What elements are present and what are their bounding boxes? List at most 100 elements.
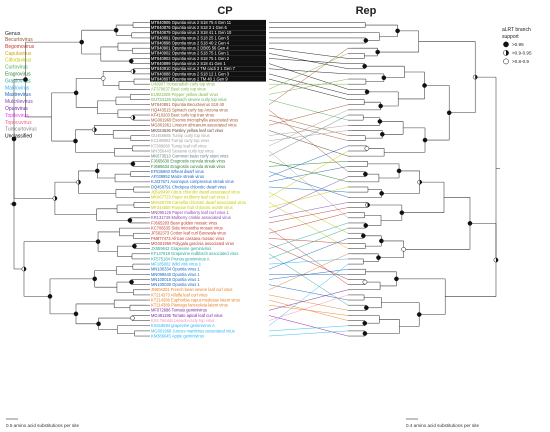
support-marker [467, 221, 473, 226]
taxon-label: GU456685 Turnip curly top virus [151, 133, 210, 138]
support-marker [493, 257, 499, 263]
taxon-label: JN604201 French bean severe leaf curl vi… [151, 287, 232, 292]
genus-legend-item: Turncurtovirus [5, 127, 37, 133]
genus-legend-item: Opunvirus [5, 106, 28, 112]
taxon-label: MG001959 Polygala garcinia associated vi… [151, 241, 234, 246]
taxon-label: KT214389 Plantago lanceolata latent viru… [151, 303, 228, 308]
connector-line [268, 289, 349, 311]
support-marker [422, 137, 428, 143]
taxon-label: KF410203 Beet curly top Iran virus [151, 112, 214, 117]
genus-legend-item: Citlodavirus [5, 58, 32, 64]
support-legend-label: >0.9-0.95 [512, 51, 532, 56]
support-marker [364, 89, 370, 95]
taxon-label: MG001960 Exomis microphylla associated v… [151, 118, 238, 123]
support-markers [11, 27, 499, 336]
taxon-label: KT214373 Alfalfa leaf curl virus [151, 292, 207, 297]
support-marker [363, 223, 369, 228]
support-marker [129, 279, 134, 285]
support-legend: aLRT branch support >0.95 >0.9-0.95 >0.8-0… [502, 27, 532, 65]
connector-line [268, 114, 349, 157]
support-marker [416, 312, 422, 317]
taxon-label: FJ665283 Bean golden mosaic virus [151, 220, 217, 225]
taxon-label: FJ665634 Eragrostis curvula streak virus [151, 164, 225, 169]
taxon-label: MH525729 Camellia chlorotic dwarf associ… [151, 200, 246, 205]
support-legend-label: >0.95 [512, 42, 524, 47]
connector-line [268, 294, 349, 321]
taxon-label: MT840899 Opuntia virus 2 S18 41 Gen 1 [151, 61, 226, 66]
support-marker [362, 331, 368, 336]
support-marker [380, 131, 385, 137]
support-marker [422, 83, 427, 88]
connector-line [268, 284, 349, 301]
support-marker [130, 115, 136, 120]
connector-line [268, 47, 349, 59]
support-marker [11, 201, 17, 207]
support-marker [394, 276, 399, 282]
genus-legend-item: Mulcrilevirus [5, 99, 33, 105]
taxon-label: MF185002 Wild vitis virus 1 [151, 261, 202, 266]
scale-bar-left: 0.5 amino acid substitutions per site [6, 418, 79, 428]
connector-line [268, 325, 349, 332]
taxon-label: MT840888 Opuntia virus 2 S18 12 1 Gen 3 [151, 71, 230, 76]
genus-legend: Genus BecurtovirusBegomovirusCapulavirus… [5, 31, 37, 140]
taxon-label: MG001968 Juncus maritimus associated vir… [151, 328, 235, 333]
support-marker [377, 119, 383, 124]
support-marker [472, 74, 478, 80]
connector-line [268, 207, 349, 224]
support-legend-marker [503, 58, 509, 65]
support-legend-marker [503, 41, 509, 48]
taxon-label: MT840905 Opuntia virus 2 S18 75 4 Gen 11 [151, 20, 232, 25]
taxon-highlight [150, 55, 266, 62]
genus-legend-item: Mastrevirus [5, 92, 31, 98]
connector-line [268, 171, 349, 198]
connector-line [268, 58, 349, 64]
support-marker [52, 196, 58, 201]
taxon-highlight [150, 19, 266, 26]
support-marker [100, 76, 106, 81]
taxon-labels: MT840905 Opuntia virus 2 S18 75 4 Gen 11… [150, 19, 266, 338]
support-marker [362, 63, 367, 69]
support-marker [363, 38, 369, 43]
connector-line [268, 161, 349, 183]
genus-legend-item: Topilevirus [5, 113, 29, 119]
support-marker [130, 161, 136, 167]
scale-bar-right-label: 0.4 amino acid substitutions per site [406, 423, 479, 428]
taxon-label: MN100334 Opuntia virus 1 [151, 267, 200, 272]
connector-line [268, 253, 349, 306]
support-legend-subtitle: support [502, 34, 519, 40]
taxon-label: KT388086 Turnip leaf roll virus [151, 143, 207, 148]
support-marker [96, 321, 101, 327]
taxon-label: DQ458791 Chickpea chlorotic dwarf virus [151, 184, 226, 189]
support-marker [11, 136, 17, 142]
taxon-label: MK024536 Parsley yellow leaf curl virus [151, 128, 223, 133]
support-marker [378, 103, 383, 109]
taxon-label: MT840897 Opuntia virus 2 TM 40 1 Gen 9 [151, 76, 228, 81]
connector-line [268, 330, 349, 337]
connector-line [268, 227, 349, 285]
connector-line [268, 150, 349, 198]
support-marker [132, 243, 137, 249]
taxon-label: MN100018 Opuntia virus 1 [151, 277, 200, 282]
taxon-label: MT840903 Opuntia virus 2 S18 75 1 Gen 2 [151, 56, 230, 61]
taxon-label: AF039952 Maize streak virus [151, 174, 204, 179]
taxon-label: KJ437671 Axonopus compressus streak viru… [151, 179, 234, 184]
support-marker [417, 179, 423, 185]
genus-legend-item: Maldovirus [5, 85, 30, 91]
support-marker [399, 210, 405, 215]
connector-line [268, 238, 349, 270]
support-marker [364, 146, 370, 151]
genus-legend-item: Capulavirus [5, 51, 32, 57]
taxon-label: HQ443515 Spinach curly top Arizona virus [151, 107, 228, 112]
support-marker [127, 218, 133, 223]
taxon-label: MK067723 Paper mulberry leaf curl virus … [151, 195, 229, 200]
taxon-highlight [150, 66, 266, 72]
taxon-label: MG001961 Limeum africanum associated vir… [151, 123, 237, 128]
taxon-label: JF502373 Cotton leaf curl Burewala virus [151, 231, 226, 236]
connector-line [268, 186, 349, 193]
connector-line [268, 294, 349, 311]
support-marker [362, 320, 368, 326]
support-marker [379, 191, 384, 196]
connector-line [268, 268, 349, 280]
support-marker [21, 266, 27, 272]
